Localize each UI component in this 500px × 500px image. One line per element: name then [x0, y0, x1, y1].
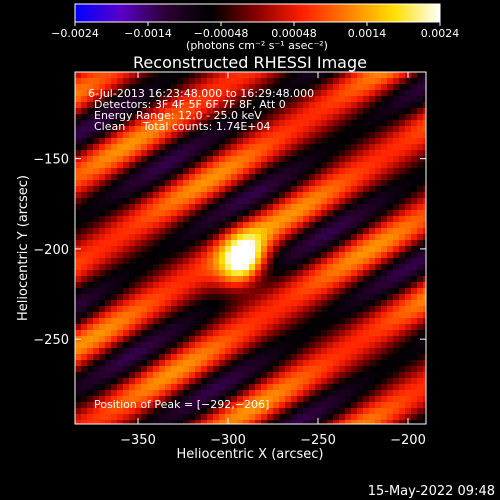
x-axis-label: Heliocentric X (arcsec)	[177, 447, 324, 462]
x-tick-label: −300	[210, 433, 246, 448]
annotation-line: Energy Range: 12.0 - 25.0 keV	[94, 109, 262, 122]
x-axis-ticks: −350 −300 −250 −200	[120, 72, 426, 448]
colorbar-tick-label: −0.0014	[124, 27, 172, 40]
x-tick-label: −250	[300, 433, 336, 448]
annotation-block: 6-Jul-2013 16:23:48.000 to 16:29:48.000D…	[88, 87, 314, 133]
y-tick-label: −150	[33, 153, 69, 168]
plot-frame	[74, 71, 427, 425]
colorbar-tick-label: 0.0024	[421, 27, 460, 40]
x-tick-label: −200	[390, 433, 426, 448]
annotation-line: 6-Jul-2013 16:23:48.000 to 16:29:48.000	[88, 87, 314, 100]
colorbar-tick-label: −0.00048	[194, 27, 249, 40]
chart-title: Reconstructed RHESSI Image	[133, 53, 367, 72]
colorbar-tick-label: −0.0024	[51, 27, 99, 40]
peak-position-label: Position of Peak = [−292,−206]	[94, 398, 269, 411]
heatmap-image	[75, 72, 426, 424]
annotation-line: Detectors: 3F 4F 5F 6F 7F 8F, Att 0	[94, 98, 286, 111]
y-axis-ticks: −150 −200 −250	[33, 153, 426, 348]
annotation-line: Clean Total counts: 1.74E+04	[94, 120, 271, 133]
footer-date: 15-May-2022 09:48	[368, 484, 495, 499]
colorbar-unit-label: (photons cm⁻² s⁻¹ asec⁻²)	[186, 39, 328, 52]
colorbar	[74, 3, 441, 23]
colorbar-tick-label: 0.0014	[348, 27, 387, 40]
x-tick-label: −350	[120, 433, 156, 448]
colorbar-tick-label: 0.00048	[271, 27, 317, 40]
y-tick-label: −250	[33, 333, 69, 348]
colorbar-ticks: −0.0024 −0.0014 −0.00048 0.00048 0.0014 0.002…	[51, 22, 459, 40]
y-tick-label: −200	[33, 243, 69, 258]
y-axis-label: Heliocentric Y (arcsec)	[16, 175, 31, 321]
